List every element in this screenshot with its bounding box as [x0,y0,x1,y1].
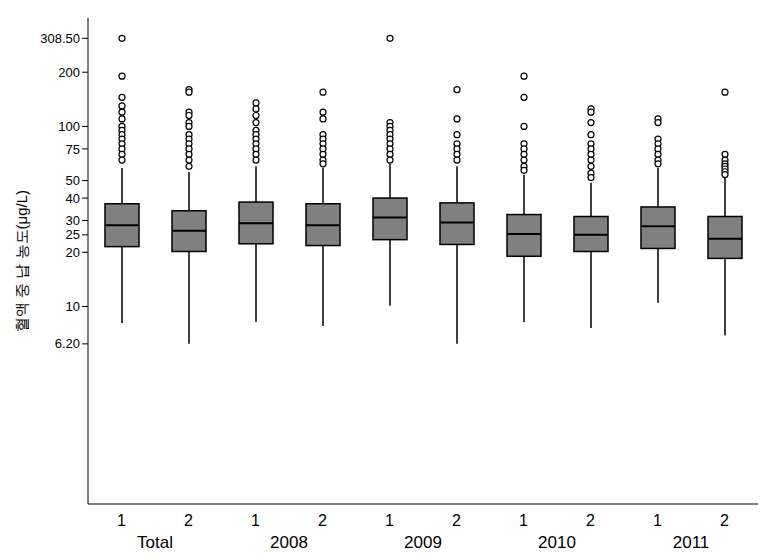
svg-text:6.20: 6.20 [55,336,80,351]
svg-text:1: 1 [117,512,126,529]
svg-text:2: 2 [318,512,327,529]
svg-text:Total: Total [137,533,173,552]
svg-text:혈액 중 납 농도(μg/L): 혈액 중 납 농도(μg/L) [13,190,30,332]
svg-text:50: 50 [66,173,80,188]
svg-text:40: 40 [66,191,80,206]
svg-text:75: 75 [66,142,80,157]
svg-text:2008: 2008 [270,533,308,552]
svg-text:1: 1 [653,512,662,529]
svg-text:25: 25 [66,227,80,242]
svg-text:308.50: 308.50 [40,31,80,46]
svg-text:10: 10 [66,299,80,314]
svg-text:2010: 2010 [538,533,576,552]
svg-text:2: 2 [184,512,193,529]
svg-text:2: 2 [720,512,729,529]
svg-text:1: 1 [519,512,528,529]
svg-text:100: 100 [58,119,80,134]
svg-text:30: 30 [66,213,80,228]
svg-text:20: 20 [66,245,80,260]
svg-text:2011: 2011 [673,533,710,552]
svg-text:200: 200 [58,65,80,80]
svg-text:1: 1 [251,512,260,529]
svg-text:2009: 2009 [404,533,442,552]
svg-text:2: 2 [452,512,461,529]
svg-text:2: 2 [586,512,595,529]
svg-text:1: 1 [385,512,394,529]
